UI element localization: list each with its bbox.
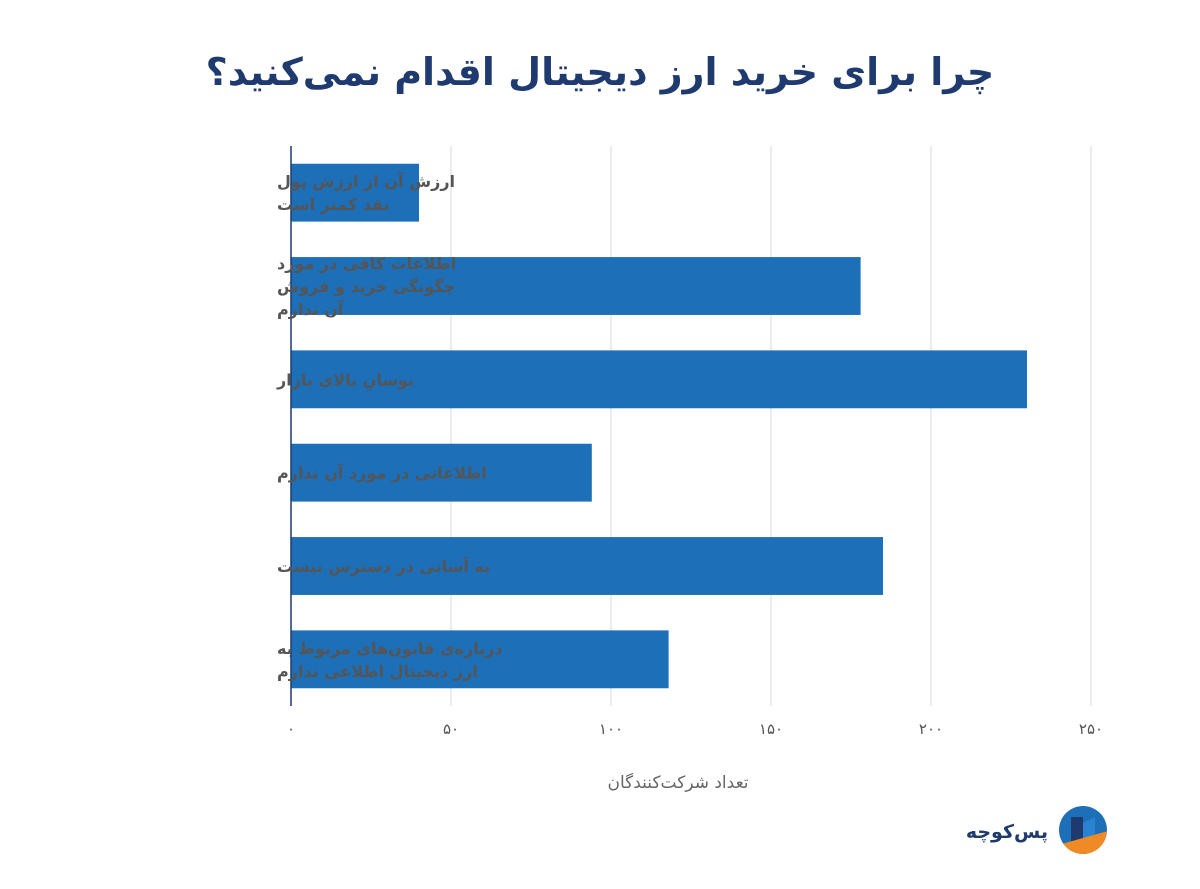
bar: [291, 163, 419, 222]
category-labels: ارزش آن از ارزش پول نقد کمتر است اطلاعات ک…: [276, 171, 503, 681]
x-tick-label: ۲۰۰: [919, 720, 943, 738]
bar: [291, 443, 592, 502]
chart-title: چرا برای خرید ارز دیجیتال اقدام نمی‌کنید…: [205, 50, 995, 94]
grid-lines: [450, 146, 1092, 706]
x-tick-label: ۲۵۰: [1079, 720, 1103, 738]
category-label: اطلاعاتی در مورد آن ندارم: [277, 463, 487, 483]
brand: پس‌کوچه: [966, 805, 1108, 859]
brand-name: پس‌کوچه: [965, 821, 1048, 843]
category-label: ارزش آن از ارزش پول نقد کمتر است: [277, 171, 455, 214]
category-label: به آسانی در دسترس نیست: [277, 556, 490, 576]
bar: [291, 630, 669, 689]
category-label: نوسانِ بالای بازار: [276, 370, 414, 392]
x-tick-label: ۱۵۰: [759, 720, 783, 738]
x-tick-label: ۱۰۰: [599, 720, 623, 738]
bar: [291, 350, 1027, 409]
bars: [291, 163, 1027, 689]
x-tick-label: ۵۰: [443, 720, 459, 738]
x-tick-label: ۰: [287, 720, 295, 738]
x-axis-title: تعداد شرکت‌کنندگان: [608, 772, 749, 793]
category-label: اطلاعات کافی در مورد چگونگی خرید و فروش آن…: [277, 254, 456, 319]
bar: [291, 257, 861, 315]
x-tick-labels: ۰ ۵۰ ۱۰۰ ۱۵۰ ۲۰۰ ۲۵۰: [287, 720, 1103, 738]
category-label: درباره‌ی قانون‌های مربوط به ارز دیجیتال ا…: [277, 639, 503, 681]
bar: [291, 537, 883, 595]
paskoocheh-logo-icon: [1058, 805, 1108, 859]
